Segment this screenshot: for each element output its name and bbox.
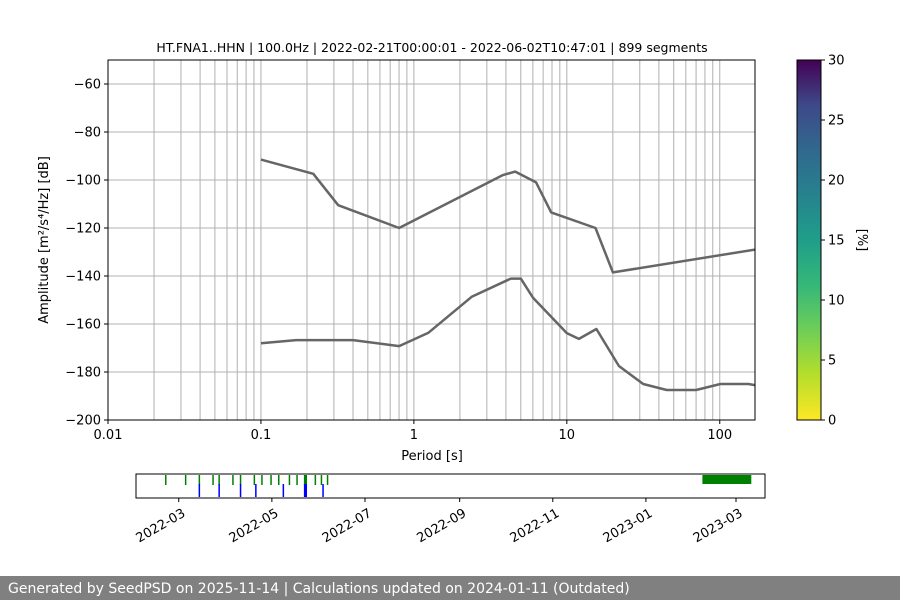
plot-frame	[107, 59, 756, 421]
x-axis-label: Period [s]	[401, 449, 463, 464]
x-tick-label: 0.1	[251, 428, 272, 443]
y-tick-label: −140	[65, 270, 101, 285]
colorbar-tick-label: 20	[828, 174, 845, 189]
colorbar-tick-label: 25	[828, 114, 845, 129]
x-tick-label: 0.01	[94, 428, 123, 443]
colorbar-ticks: 0 5 10 15 20 25 30	[821, 54, 845, 429]
timeline-segment	[261, 475, 263, 485]
x-tick-label: 100	[707, 428, 732, 443]
y-tick-label: −80	[74, 126, 101, 141]
chart-title: HT.FNA1..HHN | 100.0Hz | 2022-02-21T00:0…	[156, 40, 707, 55]
timeline-ticks: 2022-03 2022-05 2022-07 2022-09 2022-11 2023-…	[134, 498, 746, 546]
psd-figure: HT.FNA1..HHN | 100.0Hz | 2022-02-21T00:0…	[37, 40, 869, 546]
colorbar-tick-label: 15	[828, 234, 845, 249]
y-axis-label: Amplitude [m²/s⁴/Hz] [dB]	[37, 156, 52, 324]
timeline-segment	[320, 475, 323, 485]
nlnm-line	[260, 277, 755, 392]
timeline-segment	[702, 475, 752, 484]
timeline-segment	[165, 475, 167, 485]
timeline-segment	[198, 475, 201, 485]
timeline-segment	[255, 484, 257, 497]
colorbar-tick-label: 5	[828, 354, 836, 369]
timeline-segment	[303, 484, 307, 497]
nhnm-line	[260, 158, 755, 274]
colorbar-tick-label: 30	[828, 54, 845, 69]
timeline-tick-label: 2022-09	[415, 506, 470, 546]
timeline-segment	[239, 484, 242, 497]
colorbar-label: [%]	[854, 229, 869, 252]
timeline-segment	[253, 475, 256, 485]
timeline-tick-label: 2023-03	[691, 506, 746, 546]
timeline-segment	[218, 484, 220, 497]
timeline-segment	[212, 475, 214, 485]
timeline-segment	[239, 475, 242, 485]
timeline-segment	[184, 475, 187, 485]
x-tick-label: 1	[410, 428, 418, 443]
timeline-tick-label: 2022-11	[508, 506, 563, 546]
timeline-segment	[270, 475, 272, 485]
timeline-segment	[288, 475, 291, 485]
timeline-segment	[303, 475, 307, 485]
timeline-tick-label: 2022-05	[227, 506, 282, 546]
grid-lines	[108, 60, 755, 420]
colorbar-tick-label: 0	[828, 414, 836, 429]
timeline-tick-label: 2022-03	[134, 506, 189, 546]
y-tick-label: −200	[65, 414, 101, 429]
timeline-tick-label: 2022-07	[320, 506, 375, 546]
noise-model-layer	[260, 158, 755, 392]
timeline-segment	[326, 475, 329, 485]
timeline-segment	[322, 484, 324, 497]
colorbar-tick-label: 10	[828, 294, 845, 309]
y-axis-ticks: −200 −180 −160 −140 −120 −100 −80 −60	[65, 78, 108, 429]
x-tick-label: 10	[559, 428, 576, 443]
y-tick-label: −180	[65, 366, 101, 381]
timeline-segment	[314, 475, 317, 485]
x-axis-ticks: 0.01 0.1 1 10 100	[94, 420, 732, 443]
footer-status: Generated by SeedPSD on 2025-11-14 | Cal…	[0, 576, 900, 600]
timeline-frame	[135, 473, 766, 499]
timeline-segment	[198, 484, 201, 497]
timeline-segment	[218, 475, 220, 485]
timeline-segments	[165, 475, 752, 497]
y-tick-label: −160	[65, 318, 101, 333]
timeline-segment	[282, 484, 285, 497]
y-tick-label: −120	[65, 222, 101, 237]
colorbar	[796, 59, 822, 421]
timeline-segment	[232, 475, 234, 485]
timeline-segment	[296, 475, 298, 485]
y-tick-label: −100	[65, 174, 101, 189]
timeline-tick-label: 2023-01	[601, 506, 656, 546]
y-tick-label: −60	[74, 78, 101, 93]
timeline-segment	[278, 475, 280, 485]
